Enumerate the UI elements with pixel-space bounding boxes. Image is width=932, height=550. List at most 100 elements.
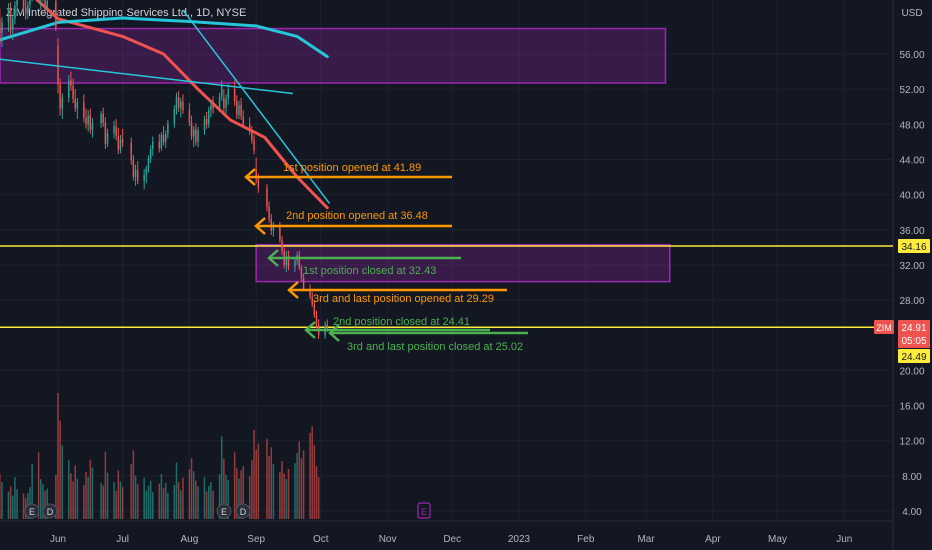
- volume-bar: [248, 476, 251, 519]
- last-price-badge[interactable]: ZIM 24.91 05:05: [874, 320, 930, 348]
- candle: [61, 93, 64, 120]
- candle: [294, 257, 296, 272]
- candle: [302, 273, 305, 292]
- volume-bar: [180, 490, 182, 519]
- price-axis[interactable]: USD 56.00 52.00 48.00 44.00 40.00 36.00 32.00 28…: [874, 8, 930, 518]
- candle-body: [253, 140, 255, 151]
- price-tick-label: 8.00: [902, 472, 922, 483]
- candle: [130, 137, 132, 165]
- support-price-badge[interactable]: 24.49: [898, 349, 930, 363]
- annotation-arrow-head: [328, 324, 340, 342]
- time-tick-label: May: [768, 534, 787, 545]
- candle: [149, 145, 152, 163]
- event-marker[interactable]: E: [417, 502, 431, 519]
- candle-body: [134, 170, 137, 178]
- price-tick-label: 4.00: [902, 507, 922, 518]
- candle: [46, 0, 48, 18]
- volume-bar: [197, 486, 199, 519]
- volume-bar: [177, 482, 180, 519]
- event-marker[interactable]: D: [235, 503, 251, 519]
- symbol-tag: ZIM: [876, 323, 892, 333]
- candle-body: [117, 135, 120, 150]
- candle: [212, 96, 214, 114]
- volume-bar: [317, 477, 320, 519]
- candle: [268, 201, 270, 223]
- annotation-label: 3rd and last position closed at 25.02: [347, 341, 523, 353]
- candle: [143, 169, 145, 190]
- price-tick-label: 44.00: [899, 155, 924, 166]
- candle: [113, 120, 115, 139]
- candle-body: [136, 170, 139, 181]
- event-marker[interactable]: E: [24, 503, 40, 519]
- moving-average-line: [0, 16, 329, 59]
- annotation-close: 2nd position closed at 24.41: [304, 316, 490, 339]
- candle-body: [16, 0, 18, 6]
- volume-bar: [173, 484, 176, 519]
- candle-body: [9, 10, 12, 30]
- volume-bar: [106, 472, 109, 519]
- zone-rectangle: [255, 243, 671, 283]
- candle: [7, 3, 10, 33]
- volume-bar: [68, 460, 70, 519]
- candle: [59, 78, 61, 116]
- volume-bar: [195, 480, 197, 519]
- volume-bar: [236, 468, 238, 519]
- volume-bar: [132, 450, 135, 519]
- volume-bar: [158, 483, 161, 519]
- annotation-open: 1st position opened at 41.89: [244, 162, 452, 186]
- candle-body: [72, 85, 74, 99]
- candle-body: [162, 134, 165, 142]
- volume-bar: [0, 474, 1, 519]
- volume-bar: [233, 452, 236, 519]
- volume-bar: [164, 482, 167, 519]
- candle: [210, 99, 212, 118]
- volume-bar: [238, 478, 240, 519]
- annotation-arrow-head: [304, 321, 316, 339]
- candle-body: [119, 139, 122, 150]
- volume-bar: [42, 484, 44, 519]
- price-tick-label: 32.00: [899, 261, 924, 272]
- candle-body: [197, 130, 199, 142]
- volume-bar: [302, 450, 305, 519]
- resistance-price-badge[interactable]: 34.16: [898, 238, 930, 253]
- candle: [313, 300, 316, 318]
- candle: [27, 1, 29, 19]
- candle-body: [220, 85, 223, 98]
- candle: [298, 250, 301, 271]
- time-tick-label: Sep: [247, 534, 265, 545]
- trendline: [182, 9, 331, 204]
- resistance-price-badge-value: 34.16: [901, 242, 926, 253]
- volume-bar: [7, 491, 10, 519]
- candle: [208, 106, 210, 128]
- candle-body: [143, 175, 145, 181]
- candle-body: [240, 104, 242, 117]
- candle: [236, 95, 238, 120]
- volume-bar: [167, 492, 169, 519]
- event-marker[interactable]: D: [42, 503, 58, 519]
- volume-bar: [1, 482, 3, 519]
- event-marker[interactable]: E: [216, 503, 232, 519]
- event-marker-letter: E: [421, 507, 427, 517]
- volume-bar: [281, 461, 283, 519]
- candle-body: [57, 45, 59, 85]
- volume-bar: [315, 466, 318, 519]
- volume-bar: [134, 475, 137, 519]
- candle-body: [182, 101, 184, 111]
- candle-body: [14, 5, 16, 19]
- trendline: [0, 58, 293, 95]
- annotation-open: 2nd position opened at 36.48: [254, 210, 452, 235]
- candle-body: [298, 255, 301, 268]
- candle: [115, 119, 117, 141]
- candle: [104, 117, 107, 149]
- candle-body: [236, 101, 238, 115]
- candle: [136, 161, 139, 185]
- time-axis[interactable]: Jun Jul Aug Sep Oct Nov Dec 2023 Feb Mar Apr May Jun: [50, 534, 852, 545]
- volume-bar: [57, 393, 59, 519]
- volume-bar: [257, 443, 260, 519]
- candle: [287, 250, 290, 271]
- event-marker-letter: E: [29, 507, 35, 517]
- zone-rectangle: [0, 27, 667, 84]
- candle: [100, 111, 102, 128]
